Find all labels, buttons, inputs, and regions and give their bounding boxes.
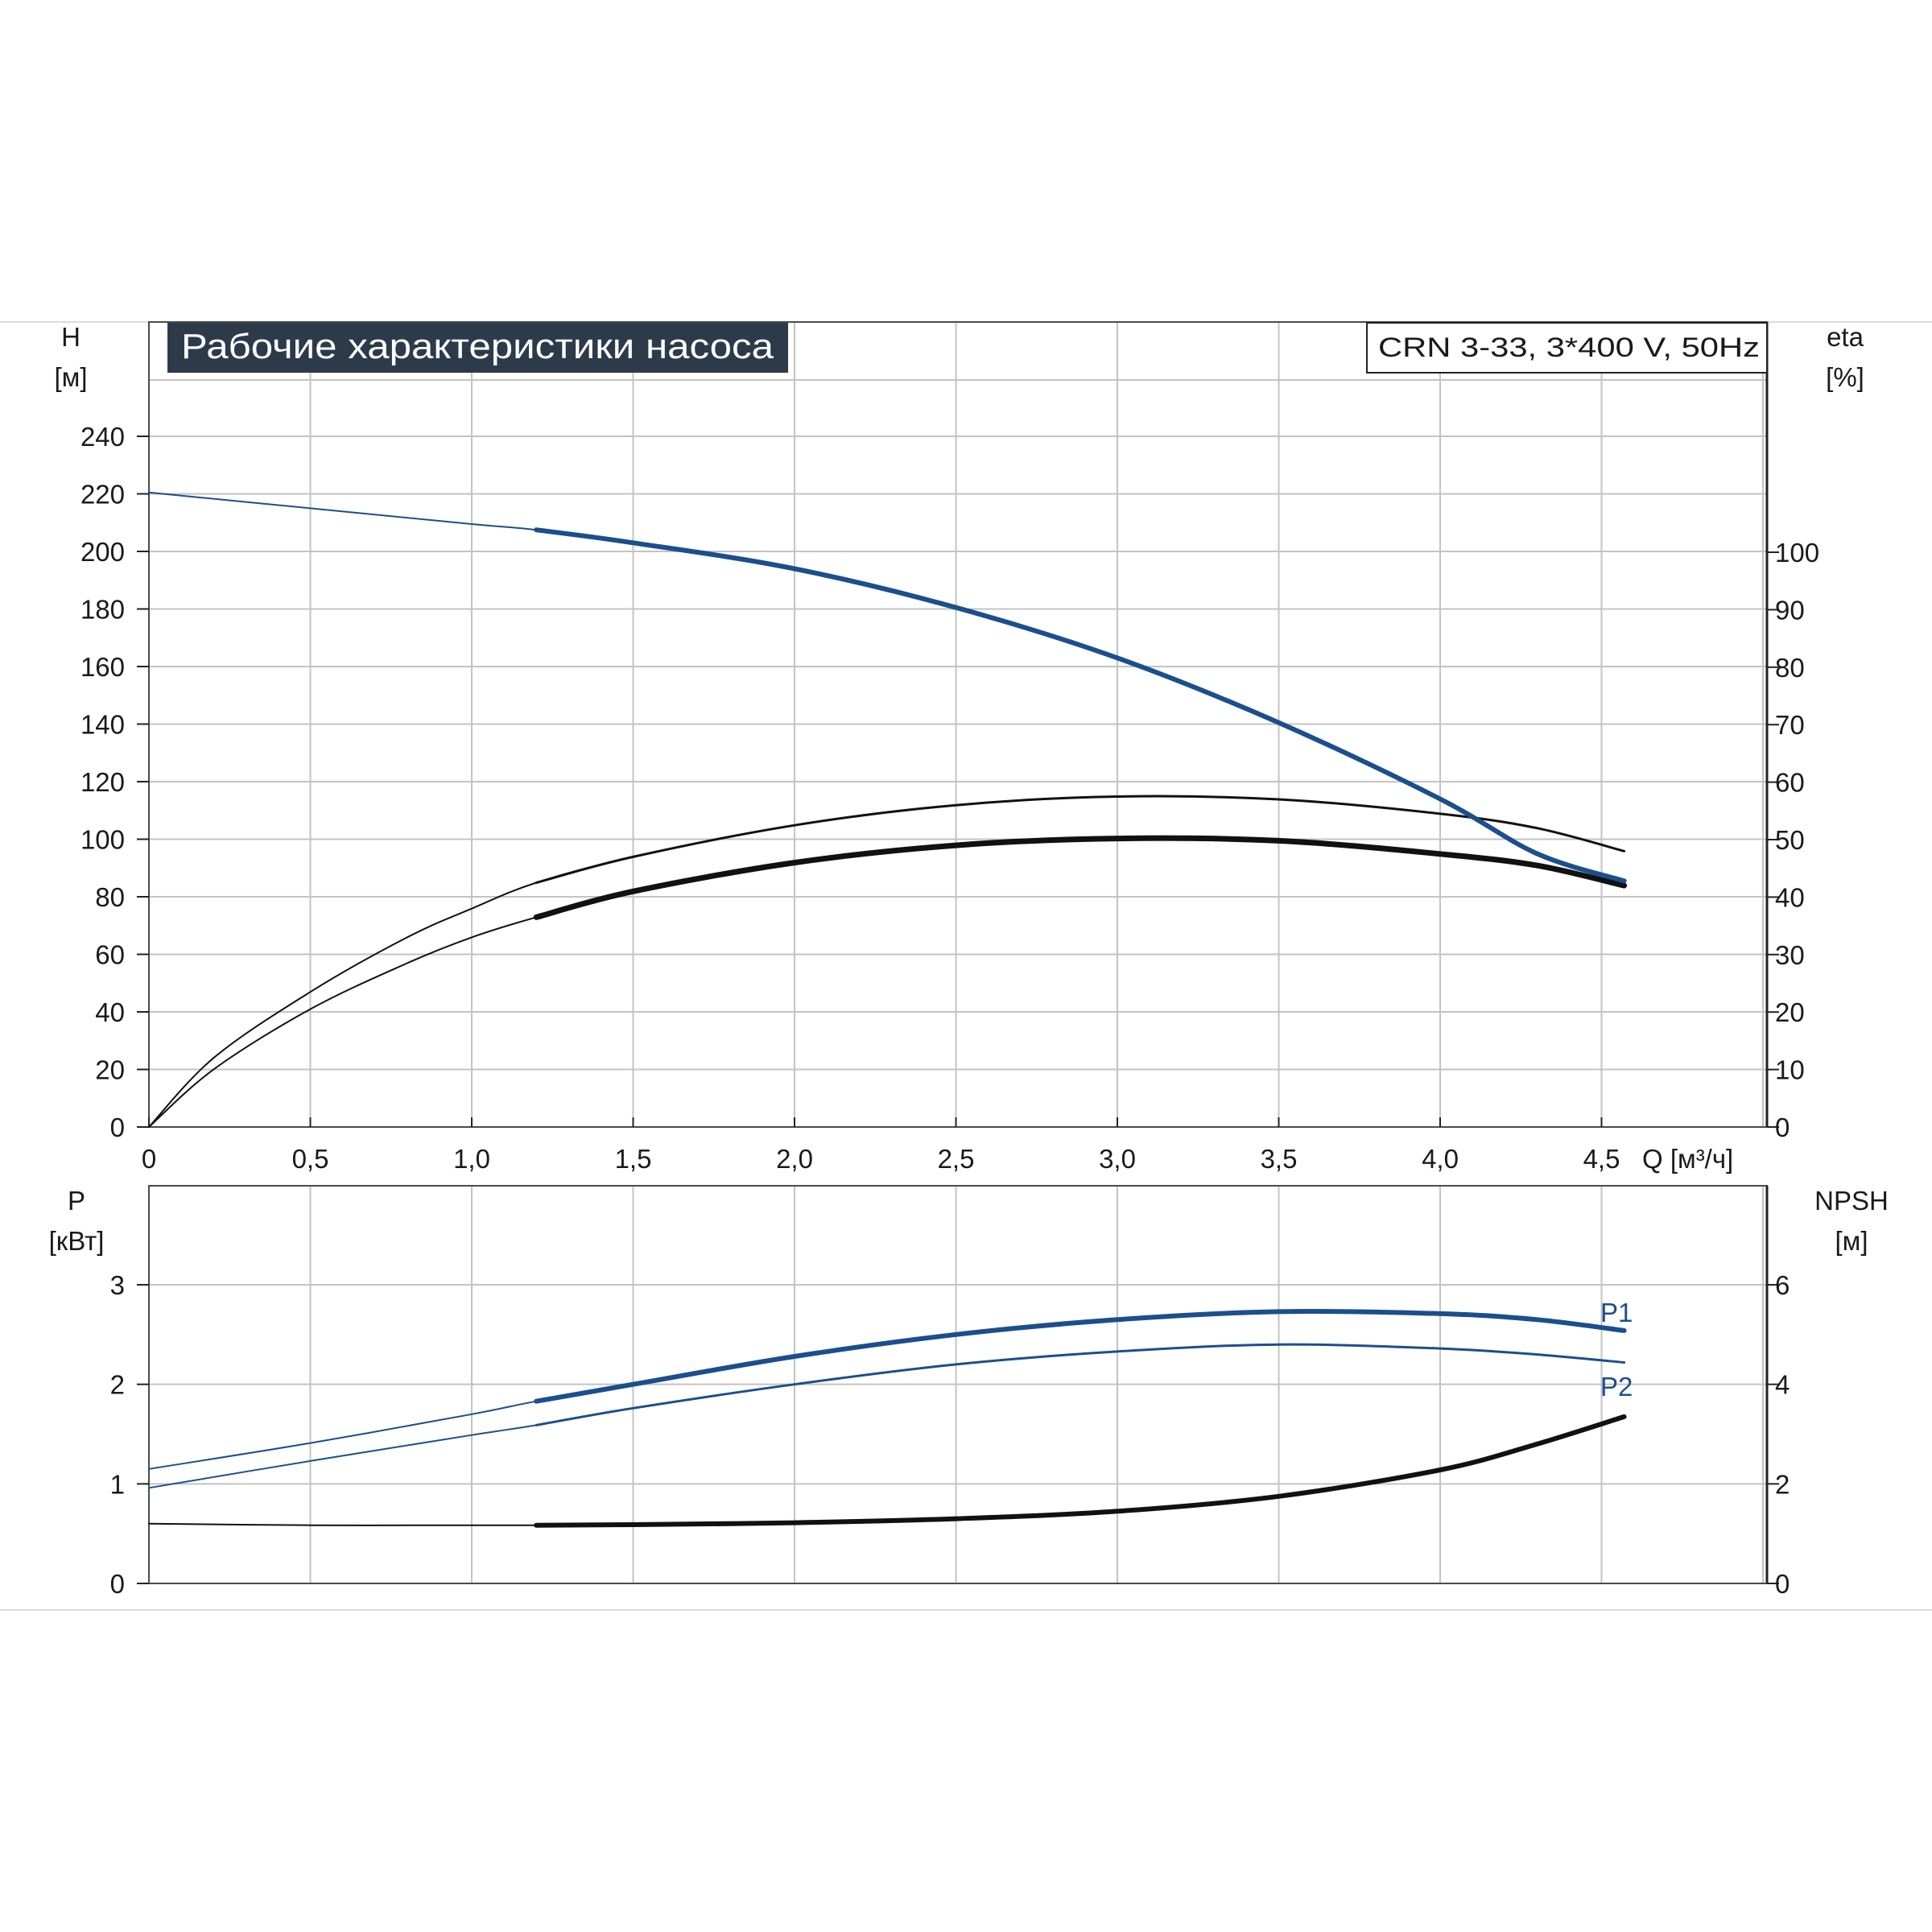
eta-tick-label: 40	[1775, 882, 1805, 912]
power-tick-label: 1	[110, 1469, 125, 1499]
npsh-axis-label: NPSH	[1814, 1186, 1889, 1216]
bottom-panel-grid	[149, 1186, 1767, 1584]
top-panel-grid	[149, 322, 1767, 1128]
top-series	[148, 491, 1628, 1128]
head-tick-label: 200	[80, 537, 125, 567]
eta-tick-label: 10	[1775, 1055, 1805, 1085]
head-curve-operating-range	[534, 527, 1627, 884]
head-axis-unit: [м]	[54, 362, 87, 392]
model-label: CRN 3-33, 3*400 V, 50Hz	[1378, 332, 1760, 363]
npsh-tick-label: 2	[1775, 1469, 1790, 1499]
head-tick-label: 60	[95, 940, 125, 970]
power-tick-label: 0	[110, 1569, 125, 1599]
power-tick-label: 2	[110, 1370, 125, 1400]
eta-axis-unit: [%]	[1826, 362, 1864, 392]
series-label-p2: P2	[1600, 1372, 1633, 1402]
model-label-box	[1366, 322, 1768, 374]
p2-curve-line	[148, 1344, 1625, 1489]
eta-tick-label: 70	[1775, 710, 1805, 740]
npsh-tick-label: 4	[1775, 1370, 1790, 1400]
eta-tick-label: 30	[1775, 940, 1805, 970]
head-tick-label: 180	[80, 595, 125, 625]
head-tick-label: 120	[80, 767, 125, 797]
x-tick-label: 4,5	[1583, 1144, 1620, 1174]
head-axis-ticks: 0 20 40 60 80 100 120 140 160 180 200 220 240	[80, 422, 149, 1142]
head-axis-label: H	[61, 322, 80, 352]
eta-tick-label: 100	[1775, 538, 1819, 568]
power-tick-label: 3	[110, 1270, 125, 1300]
npsh-tick-label: 6	[1775, 1270, 1790, 1300]
x-tick-label: 4,0	[1422, 1144, 1459, 1174]
p2-curve-operating-range	[535, 1343, 1626, 1426]
npsh-axis-ticks: 0 2 4 6	[1767, 1270, 1790, 1599]
x-tick-label: 1,0	[453, 1144, 490, 1174]
head-tick-label: 240	[80, 422, 125, 452]
eta-tick-label: 60	[1775, 768, 1805, 798]
head-tick-label: 0	[110, 1113, 125, 1142]
eta-axis-ticks: 0 10 20 30 40 50 60 70 80 90 100	[1767, 538, 1819, 1142]
p1-curve-line	[148, 1311, 1625, 1470]
head-tick-label: 220	[80, 480, 125, 510]
eta-tick-label: 0	[1775, 1113, 1790, 1142]
eta-tick-label: 50	[1775, 825, 1805, 855]
eta-upper-curve-operating-range	[535, 795, 1626, 884]
x-tick-label: 0	[142, 1144, 156, 1174]
chart-title: Рабочие характеристики насоса	[181, 327, 774, 366]
x-tick-label: 3,5	[1261, 1144, 1298, 1174]
eta-curve-line	[148, 837, 1625, 1128]
head-tick-label: 160	[80, 652, 125, 682]
head-tick-label: 40	[95, 997, 125, 1027]
x-tick-label: 2,0	[776, 1144, 813, 1174]
eta-tick-label: 80	[1775, 653, 1805, 683]
power-axis-label: P	[68, 1186, 85, 1216]
head-tick-label: 80	[95, 882, 125, 912]
head-tick-label: 100	[80, 825, 125, 855]
flow-axis-label: Q [м³/ч]	[1642, 1144, 1733, 1174]
power-axis-ticks: 0 1 2 3	[110, 1270, 149, 1599]
x-tick-label: 3,0	[1099, 1144, 1136, 1174]
eta-tick-label: 90	[1775, 595, 1805, 625]
title-box	[167, 323, 788, 373]
npsh-curve-operating-range	[534, 1414, 1627, 1528]
p1-curve-operating-range	[534, 1309, 1627, 1404]
bottom-series	[148, 1309, 1627, 1528]
x-tick-label: 2,5	[938, 1144, 975, 1174]
npsh-tick-label: 0	[1775, 1569, 1790, 1599]
eta-upper-curve-line	[148, 795, 1625, 1128]
top-x-ticks: 0 0,5 1,0 1,5 2,0 2,5 3,0 3,5 4,0 4,5	[142, 1117, 1620, 1174]
head-tick-label: 20	[95, 1055, 125, 1085]
npsh-axis-unit: [м]	[1835, 1226, 1868, 1256]
eta-tick-label: 20	[1775, 997, 1805, 1027]
power-axis-unit: [кВт]	[49, 1226, 105, 1256]
series-label-p1: P1	[1600, 1298, 1633, 1327]
eta-curve-operating-range	[533, 835, 1628, 920]
x-tick-label: 1,5	[615, 1144, 652, 1174]
head-tick-label: 140	[80, 710, 125, 740]
x-tick-label: 0,5	[292, 1144, 329, 1174]
eta-axis-label: eta	[1827, 322, 1864, 352]
